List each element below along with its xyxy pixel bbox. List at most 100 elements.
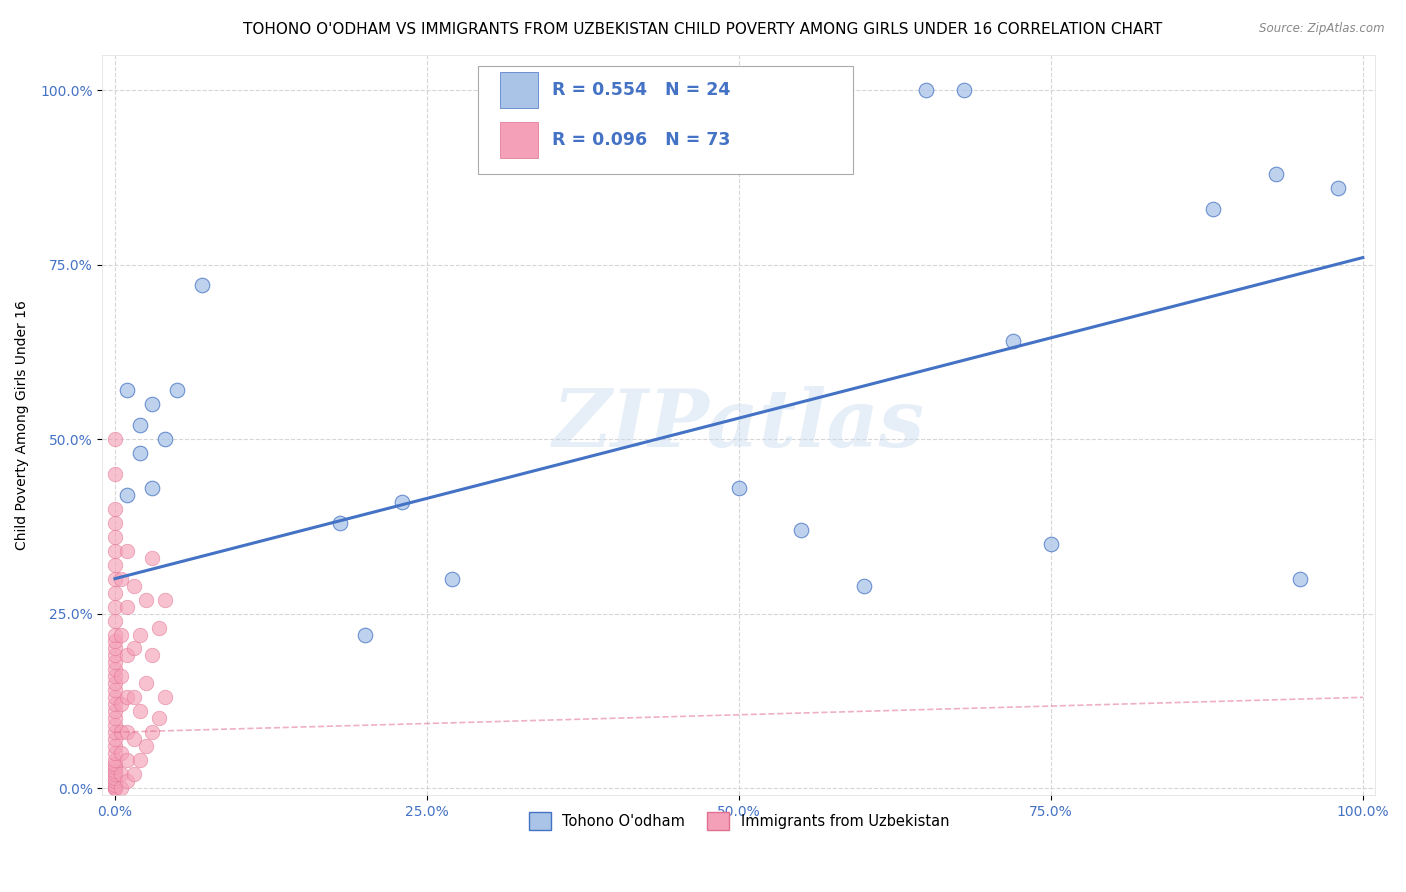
Point: [104, 543, 127, 558]
Point: [104, 704, 127, 718]
Point: [104, 627, 127, 641]
Point: [141, 725, 163, 739]
Point: [104, 614, 127, 628]
FancyBboxPatch shape: [499, 72, 537, 108]
Point: [141, 550, 163, 565]
Text: ZIPatlas: ZIPatlas: [553, 386, 925, 464]
Text: TOHONO O'ODHAM VS IMMIGRANTS FROM UZBEKISTAN CHILD POVERTY AMONG GIRLS UNDER 16 : TOHONO O'ODHAM VS IMMIGRANTS FROM UZBEKI…: [243, 22, 1163, 37]
Point: [153, 690, 176, 705]
Point: [104, 585, 127, 599]
Point: [141, 481, 163, 495]
Point: [1039, 537, 1062, 551]
Point: [135, 739, 157, 754]
Point: [104, 739, 127, 754]
Point: [104, 501, 127, 516]
FancyBboxPatch shape: [499, 122, 537, 158]
Point: [110, 669, 132, 683]
Y-axis label: Child Poverty Among Girls Under 16: Child Poverty Among Girls Under 16: [15, 300, 30, 550]
Point: [104, 718, 127, 732]
Point: [852, 579, 875, 593]
Point: [117, 488, 139, 502]
Point: [117, 690, 139, 705]
Point: [104, 432, 127, 446]
Point: [104, 467, 127, 481]
Point: [122, 579, 145, 593]
Point: [104, 725, 127, 739]
Point: [104, 760, 127, 774]
Point: [135, 676, 157, 690]
Point: [329, 516, 352, 530]
Point: [104, 756, 127, 771]
Text: R = 0.096   N = 73: R = 0.096 N = 73: [551, 131, 730, 149]
Point: [1202, 202, 1225, 216]
Point: [440, 572, 463, 586]
Point: [104, 764, 127, 778]
Point: [128, 418, 150, 433]
Point: [104, 753, 127, 767]
Point: [104, 780, 127, 795]
Point: [110, 725, 132, 739]
Point: [104, 599, 127, 614]
Point: [104, 780, 127, 795]
Point: [104, 516, 127, 530]
Point: [191, 278, 214, 293]
Point: [104, 558, 127, 572]
Point: [110, 698, 132, 712]
Point: [122, 690, 145, 705]
Point: [915, 83, 938, 97]
Point: [104, 669, 127, 683]
Point: [110, 780, 132, 795]
Point: [391, 495, 413, 509]
Point: [117, 725, 139, 739]
Point: [104, 683, 127, 698]
Point: [148, 620, 170, 634]
FancyBboxPatch shape: [478, 66, 853, 174]
Point: [104, 676, 127, 690]
Point: [117, 648, 139, 663]
Point: [128, 704, 150, 718]
Point: [128, 627, 150, 641]
Point: [153, 592, 176, 607]
Point: [790, 523, 813, 537]
Point: [104, 662, 127, 676]
Point: [104, 711, 127, 725]
Point: [117, 774, 139, 789]
Point: [353, 627, 375, 641]
Point: [110, 767, 132, 781]
Point: [141, 397, 163, 411]
Point: [110, 627, 132, 641]
Point: [128, 753, 150, 767]
Point: [104, 530, 127, 544]
Point: [122, 767, 145, 781]
Point: [141, 648, 163, 663]
Point: [104, 698, 127, 712]
Point: [104, 634, 127, 648]
Point: [1327, 180, 1350, 194]
Point: [104, 767, 127, 781]
Point: [166, 383, 188, 397]
Point: [104, 641, 127, 656]
Point: [104, 690, 127, 705]
Point: [104, 778, 127, 792]
Point: [952, 83, 974, 97]
Point: [135, 592, 157, 607]
Point: [104, 746, 127, 760]
Point: [117, 599, 139, 614]
Point: [128, 446, 150, 460]
Point: [148, 711, 170, 725]
Point: [104, 656, 127, 670]
Point: [104, 780, 127, 795]
Point: [104, 732, 127, 747]
Point: [1264, 167, 1286, 181]
Point: [117, 753, 139, 767]
Point: [110, 572, 132, 586]
Point: [122, 732, 145, 747]
Legend: Tohono O'odham, Immigrants from Uzbekistan: Tohono O'odham, Immigrants from Uzbekist…: [523, 806, 955, 836]
Point: [104, 572, 127, 586]
Point: [104, 774, 127, 789]
Point: [104, 648, 127, 663]
Point: [117, 543, 139, 558]
Point: [728, 481, 751, 495]
Text: R = 0.554   N = 24: R = 0.554 N = 24: [551, 81, 730, 99]
Text: Source: ZipAtlas.com: Source: ZipAtlas.com: [1260, 22, 1385, 36]
